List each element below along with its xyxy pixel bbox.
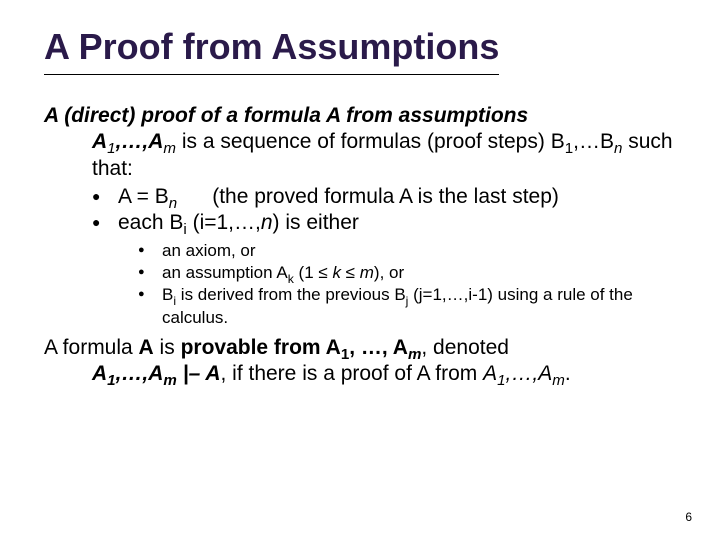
list-item: an assumption Ak (1 ≤ k ≤ m), or [138,262,676,284]
intro-paragraph: A (direct) proof of a formula A from ass… [44,103,676,182]
closing-paragraph: A formula A is provable from A1, …, Am, … [44,335,676,388]
slide-body: A (direct) proof of a formula A from ass… [44,103,676,387]
slide-title: A Proof from Assumptions [44,26,499,75]
list-item: each Bi (i=1,…,n) is either [92,210,676,236]
bullet-list-level2: an axiom, or an assumption Ak (1 ≤ k ≤ m… [44,240,676,328]
page-number: 6 [685,510,692,524]
list-item: Bi is derived from the previous Bj (j=1,… [138,284,676,328]
list-item: A = Bn (the proved formula A is the last… [92,184,676,210]
bullet-list-level1: A = Bn (the proved formula A is the last… [44,184,676,237]
slide: A Proof from Assumptions A (direct) proo… [0,0,720,540]
list-item: an axiom, or [138,240,676,262]
